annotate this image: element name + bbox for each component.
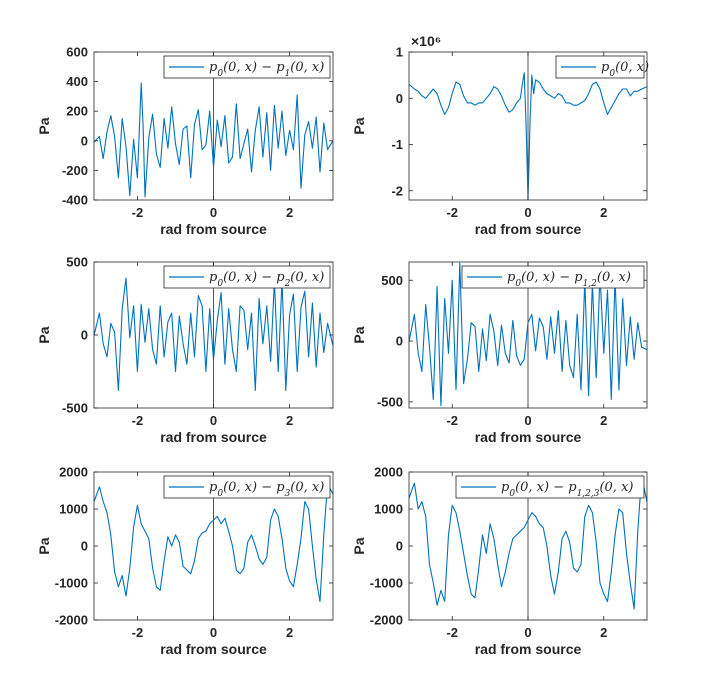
chart-panel-6: -2000 -1000 0 1000 2000 -2 0 2 rad from source Pa… [351, 465, 648, 657]
x-tick-label: 0 [210, 413, 217, 428]
legend-label: p0(0, x) − p1,2(0, x) [507, 270, 631, 289]
x-axis-label: rad from source [160, 641, 267, 657]
y-tick-label: 500 [66, 255, 88, 270]
axis-exponent: ×10⁶ [411, 33, 441, 49]
y-axis-label: Pa [36, 326, 52, 343]
y-tick-label: 2000 [374, 465, 403, 480]
x-tick-label: -2 [446, 625, 458, 640]
y-tick-label: 0 [81, 539, 88, 554]
y-tick-label: 500 [381, 273, 403, 288]
y-tick-label: 2000 [59, 465, 88, 480]
chart-panel-3: -500 0 500 -2 0 2 rad from source Pa p0(0, x) − … [36, 255, 334, 445]
y-tick-label: 0 [396, 334, 403, 349]
y-tick-label: -1000 [370, 576, 403, 591]
x-axis-label: rad from source [475, 641, 582, 657]
y-axis-label: Pa [351, 537, 367, 554]
y-tick-label: 0 [396, 91, 403, 106]
legend-box [163, 475, 331, 499]
legend-label: p0(0, x) − p1(0, x) [209, 60, 324, 79]
y-tick-label: 1000 [59, 502, 88, 517]
y-tick-label: -200 [62, 163, 88, 178]
legend: p0(0, x) [555, 55, 649, 79]
x-tick-label: -2 [132, 413, 144, 428]
y-tick-label: -2 [391, 183, 403, 198]
legend-label: p0(0, x) [601, 60, 649, 79]
x-tick-label: 0 [210, 625, 217, 640]
legend: p0(0, x) − p2(0, x) [163, 265, 331, 289]
legend-label: p0(0, x) − p2(0, x) [209, 270, 324, 289]
legend: p0(0, x) − p3(0, x) [163, 475, 331, 499]
y-axis-label: Pa [36, 537, 52, 554]
x-tick-label: 2 [600, 625, 607, 640]
y-axis-label: Pa [351, 117, 367, 134]
x-tick-label: -2 [132, 205, 144, 220]
legend: p0(0, x) − p1,2(0, x) [461, 265, 645, 289]
series-line [409, 72, 647, 200]
chart-panel-5: -2000 -1000 0 1000 2000 -2 0 2 rad from source Pa… [36, 465, 334, 657]
x-axis-label: rad from source [160, 429, 267, 445]
x-tick-label: 2 [286, 413, 293, 428]
y-axis-label: Pa [351, 326, 367, 343]
x-tick-label: 0 [524, 413, 531, 428]
x-tick-label: 2 [286, 625, 293, 640]
y-tick-label: 0 [81, 133, 88, 148]
x-tick-label: 0 [524, 625, 531, 640]
x-axis-label: rad from source [475, 429, 582, 445]
legend: p0(0, x) − p1,2,3(0, x) [455, 475, 645, 499]
legend-box [163, 265, 331, 289]
x-axis-label: rad from source [475, 221, 582, 237]
legend-label: p0(0, x) − p1,2,3(0, x) [501, 480, 633, 499]
legend-box [163, 55, 331, 79]
x-tick-label: 2 [600, 413, 607, 428]
y-tick-label: -500 [62, 401, 88, 416]
legend-box [555, 55, 645, 79]
y-tick-label: -2000 [370, 613, 403, 628]
y-tick-label: -500 [377, 394, 403, 409]
x-tick-label: 2 [600, 205, 607, 220]
y-tick-label: 0 [81, 328, 88, 343]
y-tick-label: 200 [66, 104, 88, 119]
x-tick-label: -2 [132, 625, 144, 640]
x-tick-label: -2 [446, 413, 458, 428]
x-axis-label: rad from source [160, 221, 267, 237]
y-tick-label: -400 [62, 193, 88, 208]
legend: p0(0, x) − p1(0, x) [163, 55, 331, 79]
x-tick-label: 0 [210, 205, 217, 220]
x-tick-label: -2 [446, 205, 458, 220]
y-tick-label: 600 [66, 45, 88, 60]
y-tick-label: 400 [66, 74, 88, 89]
x-tick-label: 2 [286, 205, 293, 220]
chart-panel-2: -2 -1 0 1 -2 0 2 rad from source Pa ×10⁶ p0(0, x) [351, 33, 649, 237]
series-line [94, 82, 333, 198]
y-tick-label: -2000 [55, 613, 88, 628]
y-tick-label: 1000 [374, 502, 403, 517]
chart-panel-4: -500 0 500 -2 0 2 rad from source Pa p0(0, x) − … [351, 261, 648, 445]
y-tick-label: -1000 [55, 576, 88, 591]
x-tick-label: 0 [524, 205, 531, 220]
y-axis-label: Pa [36, 117, 52, 134]
legend-label: p0(0, x) − p3(0, x) [209, 480, 324, 499]
y-tick-label: -1 [391, 137, 403, 152]
y-tick-label: 1 [396, 45, 403, 60]
chart-panel-1: -400 -200 0 200 400 600 -2 0 2 rad from source Pa p… [36, 45, 334, 237]
legend-box [461, 265, 645, 289]
legend-box [455, 475, 645, 499]
y-tick-label: 0 [396, 539, 403, 554]
